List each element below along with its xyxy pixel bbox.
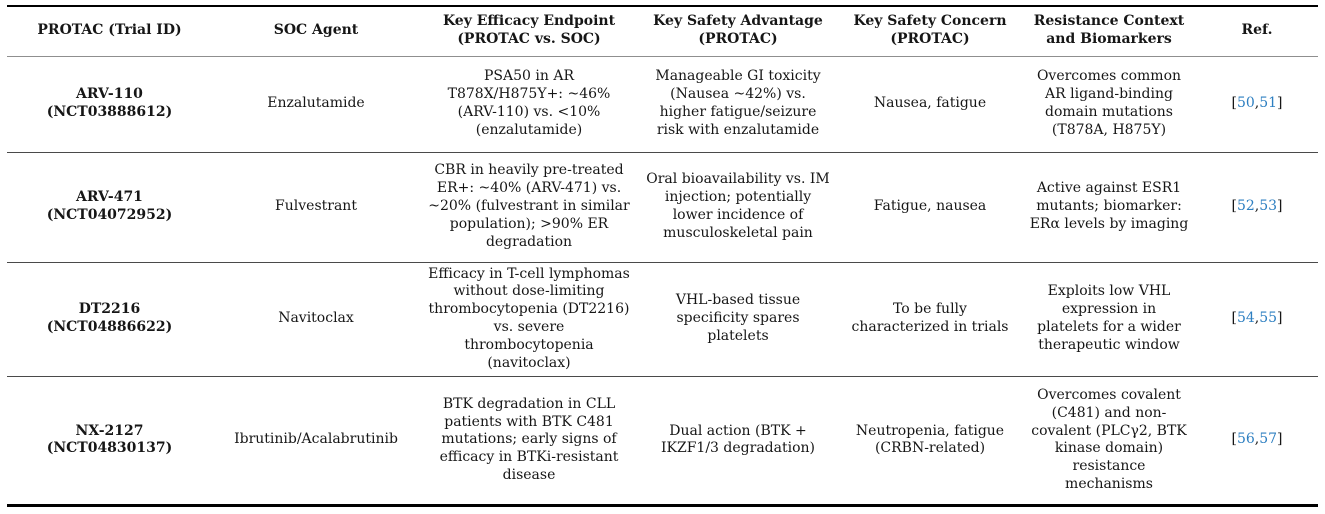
ref-link[interactable]: 51 (1259, 95, 1278, 112)
ref-link[interactable]: 56 (1236, 431, 1255, 448)
ref-open-bracket: [ (1231, 95, 1237, 112)
resistance-context-cell: Active against ESR1 mutants; biomarker: … (1029, 180, 1189, 232)
ref-open-bracket: [ (1231, 431, 1237, 448)
ref-separator: , (1254, 198, 1260, 215)
protac-name: NX-2127 (75, 422, 144, 439)
protac-name: DT2216 (78, 301, 141, 318)
trial-id: (NCT04830137) (46, 440, 173, 457)
ref-link[interactable]: 55 (1259, 310, 1278, 327)
ref-open-bracket: [ (1231, 310, 1237, 327)
trial-id: (NCT04072952) (46, 207, 173, 223)
header-resistance-context: Resistance Context and Biomarkers (1022, 6, 1196, 56)
header-text: PROTAC (Trial ID) (37, 22, 182, 39)
protac-cell: ARV-471 (NCT04072952) (7, 152, 212, 262)
header-protac-trial-id: PROTAC (Trial ID) (7, 6, 212, 56)
trial-id: (NCT03888612) (46, 104, 173, 120)
protac-cell: ARV-110 (NCT03888612) (7, 56, 212, 152)
soc-agent-cell: Enzalutamide (267, 95, 365, 112)
header-text: Key Efficacy Endpoint (442, 13, 616, 30)
header-key-safety-advantage: Key Safety Advantage (PROTAC) (638, 6, 838, 56)
efficacy-endpoint-cell: PSA50 in AR T878X/H875Y+: ~46% (ARV-110)… (447, 68, 611, 138)
protac-name: ARV-471 (76, 189, 143, 206)
ref-separator: , (1254, 95, 1260, 112)
table-row-nx2127: NX-2127 (NCT04830137) Ibrutinib/Acalabrut… (7, 376, 1318, 505)
header-text: (PROTAC) (698, 31, 778, 48)
table-row-dt2216: DT2216 (NCT04886622) Navitoclax Efficacy … (7, 262, 1318, 377)
ref-link[interactable]: 52 (1236, 198, 1255, 215)
soc-agent-cell: Fulvestrant (275, 198, 357, 215)
protac-cell: NX-2127 (NCT04830137) (7, 376, 212, 505)
safety-concern-cell: To be fully characterized in trials (851, 301, 1009, 336)
soc-agent-cell: Ibrutinib/Acalabrutinib (234, 431, 398, 448)
resistance-context-cell: Overcomes common AR ligand-binding domai… (1036, 68, 1182, 138)
ref-cell: [54,55] (1196, 262, 1318, 376)
header-text: Resistance Context (1033, 13, 1185, 30)
table-row-arv110: ARV-110 (NCT03888612) Enzalutamide PSA50 … (7, 56, 1318, 152)
protac-comparison-table: PROTAC (Trial ID) SOC Agent Key Efficacy… (7, 5, 1318, 507)
efficacy-endpoint-cell: BTK degradation in CLL patients with BTK… (439, 395, 619, 484)
safety-advantage-cell: Oral bioavailability vs. IM injection; p… (646, 171, 830, 241)
safety-concern-cell: Nausea, fatigue (873, 95, 987, 112)
ref-link[interactable]: 53 (1259, 198, 1278, 215)
ref-link[interactable]: 50 (1236, 95, 1255, 112)
header-text: Ref. (1241, 22, 1273, 39)
ref-link[interactable]: 57 (1259, 431, 1278, 448)
resistance-context-cell: Overcomes covalent (C481) and non-covale… (1031, 386, 1187, 493)
table-header-row: PROTAC (Trial ID) SOC Agent Key Efficacy… (7, 6, 1318, 56)
header-text: SOC Agent (273, 22, 359, 39)
resistance-context-cell: Exploits low VHL expression in platelets… (1037, 283, 1181, 354)
ref-close-bracket: ] (1277, 95, 1283, 112)
header-text: (PROTAC vs. SOC) (457, 31, 601, 48)
ref-link[interactable]: 54 (1236, 310, 1255, 327)
header-key-efficacy-endpoint: Key Efficacy Endpoint (PROTAC vs. SOC) (420, 6, 638, 56)
header-key-safety-concern: Key Safety Concern (PROTAC) (838, 6, 1022, 56)
ref-separator: , (1254, 310, 1260, 327)
ref-close-bracket: ] (1277, 198, 1283, 215)
header-ref: Ref. (1196, 6, 1318, 56)
efficacy-endpoint-cell: CBR in heavily pre-treated ER+: ~40% (AR… (428, 162, 630, 250)
protac-name: ARV-110 (76, 86, 143, 103)
ref-cell: [56,57] (1196, 376, 1318, 505)
safety-concern-cell: Neutropenia, fatigue (CRBN-related) (855, 422, 1005, 457)
header-text: and Biomarkers (1046, 31, 1172, 48)
protac-cell: DT2216 (NCT04886622) (7, 262, 212, 376)
ref-separator: , (1254, 431, 1260, 448)
table-row-arv471: ARV-471 (NCT04072952) Fulvestrant CBR in … (7, 152, 1318, 262)
safety-advantage-cell: Dual action (BTK + IKZF1/3 degradation) (661, 422, 815, 457)
header-text: Key Safety Advantage (653, 13, 823, 30)
ref-cell: [50,51] (1196, 56, 1318, 152)
trial-id: (NCT04886622) (46, 319, 173, 336)
safety-advantage-cell: Manageable GI toxicity (Nausea ~42%) vs.… (655, 68, 821, 138)
soc-agent-cell: Navitoclax (278, 310, 354, 327)
ref-close-bracket: ] (1277, 431, 1283, 448)
safety-advantage-cell: VHL-based tissue specificity spares plat… (675, 292, 801, 345)
efficacy-endpoint-cell: Efficacy in T-cell lymphomas without dos… (428, 265, 630, 372)
header-text: Key Safety Concern (853, 13, 1007, 30)
ref-close-bracket: ] (1277, 310, 1283, 327)
ref-open-bracket: [ (1231, 198, 1237, 215)
header-text: (PROTAC) (890, 31, 970, 48)
safety-concern-cell: Fatigue, nausea (873, 198, 987, 215)
ref-cell: [52,53] (1196, 152, 1318, 262)
header-soc-agent: SOC Agent (212, 6, 420, 56)
